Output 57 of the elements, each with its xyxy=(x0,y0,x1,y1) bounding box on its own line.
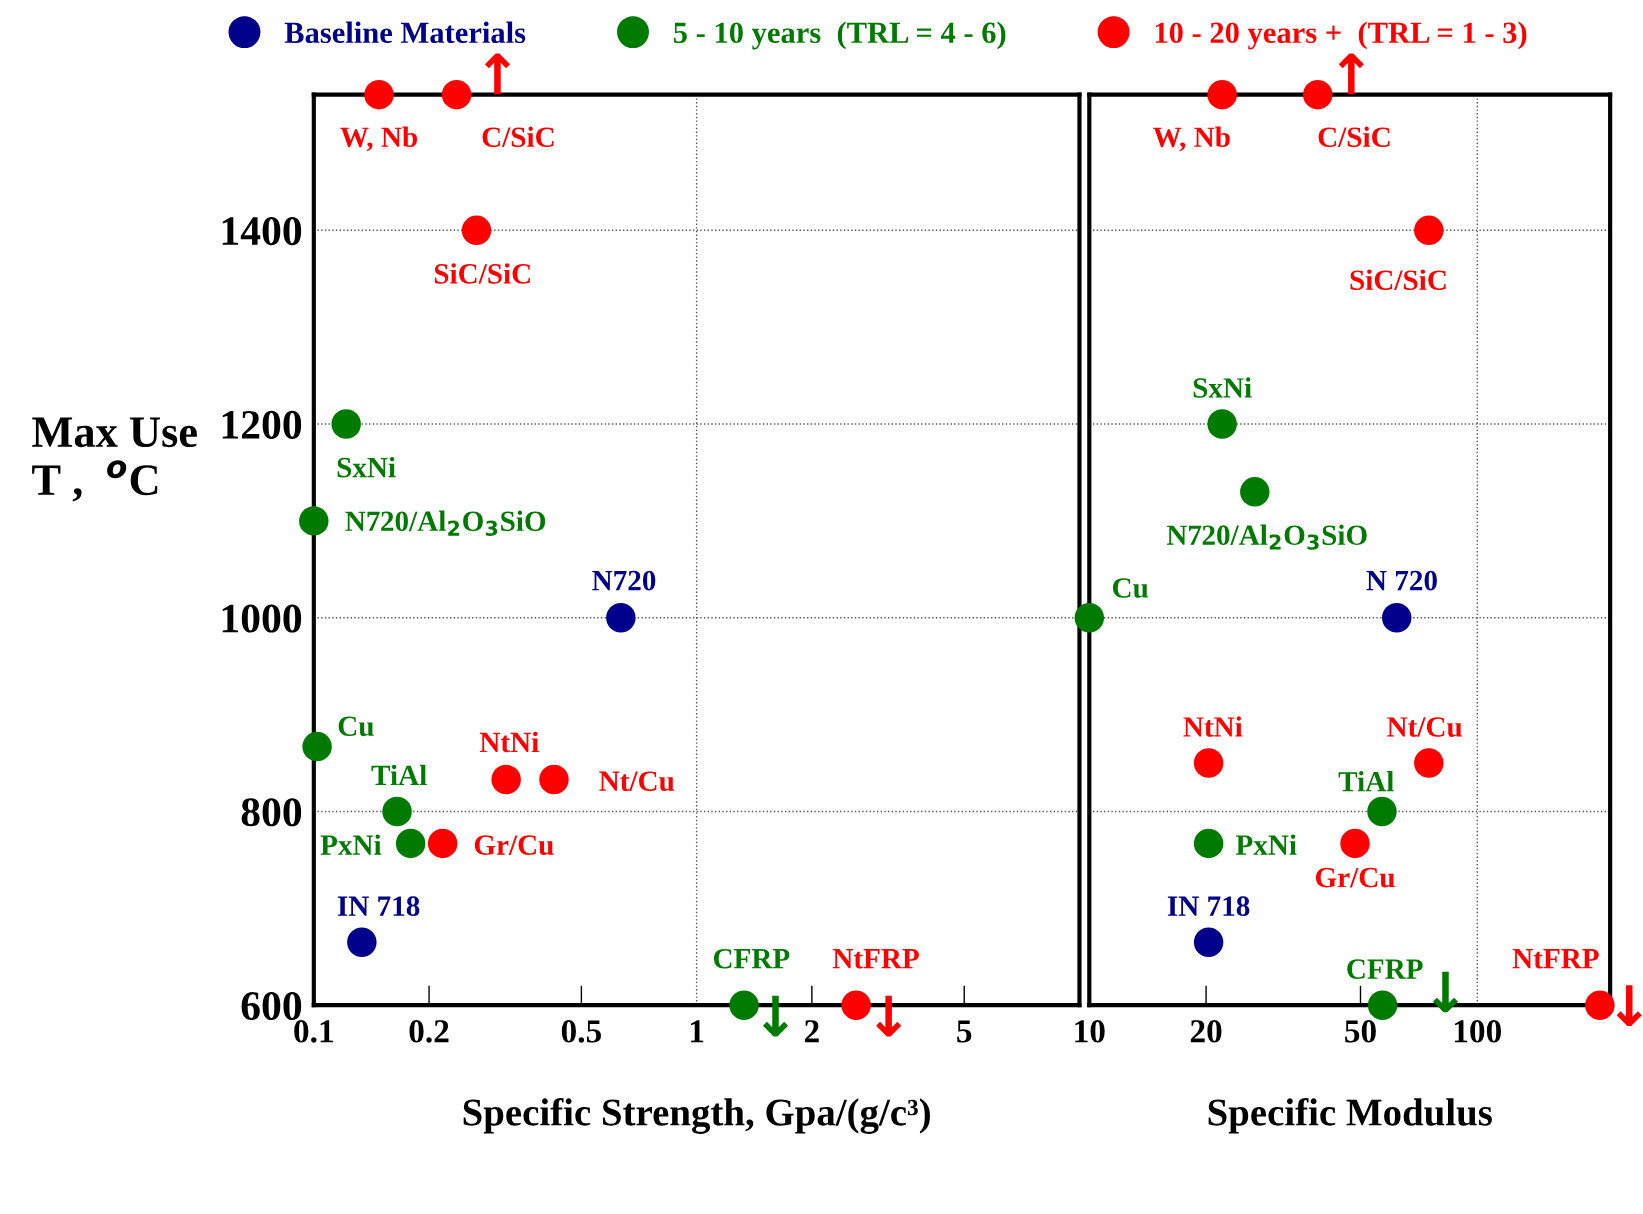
x-tick-label: 5 xyxy=(957,1020,972,1043)
x-tick-label: 100 xyxy=(1454,1020,1502,1043)
y-tick-label: 1200 xyxy=(222,410,302,439)
annotation: CFRP xyxy=(1347,959,1423,979)
x-axis-title: Specific Strength, Gpa/(g/c³) xyxy=(463,1097,930,1134)
annotation: IN 718 xyxy=(337,896,420,916)
annotation: SxNi xyxy=(337,456,396,478)
annotation: NtNi xyxy=(1183,716,1243,737)
annotation: N720/Al$_{2}$O$_{3}$SiO xyxy=(1166,524,1367,550)
annotation: NtFRP xyxy=(1512,949,1599,969)
x-tick-label: 0.1 xyxy=(294,1020,333,1043)
annotation: NtNi xyxy=(479,731,539,753)
x-tick-label: 10 xyxy=(1075,1020,1105,1043)
y-tick-label: 600 xyxy=(241,991,302,1021)
annotation: Nt/Cu xyxy=(599,771,675,792)
annotation: Gr/Cu xyxy=(1315,867,1395,888)
x-tick-label: 1 xyxy=(690,1020,704,1043)
annotation: ↓ xyxy=(876,995,902,1037)
annotation: N720/Al$_{2}$O$_{3}$SiO xyxy=(345,510,546,536)
x-tick-label: 2 xyxy=(804,1020,819,1043)
x-tick-label: 0.2 xyxy=(409,1020,449,1043)
annotation: Cu xyxy=(338,716,374,737)
x-tick-label: 50 xyxy=(1345,1020,1376,1043)
annotation: ↓ xyxy=(1616,985,1642,1026)
annotation: NtFRP xyxy=(832,949,919,969)
legend-label: 5 - 10 years (TRL = 4 - 6) xyxy=(673,21,1006,50)
annotation: TiAl xyxy=(371,764,427,785)
annotation: ↑ xyxy=(1338,53,1364,95)
annotation: C/SiC xyxy=(482,126,554,148)
annotation: ↓ xyxy=(1432,971,1459,1013)
annotation: SiC/SiC xyxy=(434,263,530,284)
annotation: Gr/Cu xyxy=(474,835,554,855)
legend-label: Baseline Materials xyxy=(284,21,526,44)
annotation: N 720 xyxy=(1366,570,1437,591)
annotation: ↓ xyxy=(762,995,789,1037)
x-axis-title: Specific Modulus xyxy=(1208,1097,1492,1134)
annotation: PxNi xyxy=(1235,834,1297,855)
y-tick-label: 1000 xyxy=(222,604,302,633)
y-axis-title: Max Use T , $^{o}$C xyxy=(32,417,197,502)
annotation: PxNi xyxy=(320,834,382,855)
annotation: IN 718 xyxy=(1167,896,1250,916)
legend-label: 10 - 20 years + (TRL = 1 - 3) xyxy=(1155,21,1527,50)
annotation: C/SiC xyxy=(1318,126,1390,148)
annotation: ↑ xyxy=(484,53,511,95)
annotation: CFRP xyxy=(713,948,790,969)
annotation: SiC/SiC xyxy=(1350,269,1446,290)
annotation: N720 xyxy=(592,570,656,591)
x-tick-label: 0.5 xyxy=(561,1020,602,1043)
annotation: Nt/Cu xyxy=(1387,717,1462,737)
annotation: Cu xyxy=(1112,578,1149,598)
annotation: W, Nb xyxy=(340,126,417,152)
annotation: TiAl xyxy=(1338,771,1394,792)
annotation: W, Nb xyxy=(1153,126,1230,152)
y-tick-label: 800 xyxy=(241,798,302,827)
annotation: SxNi xyxy=(1193,377,1252,398)
y-tick-label: 1400 xyxy=(222,217,302,246)
x-tick-label: 20 xyxy=(1190,1020,1222,1043)
